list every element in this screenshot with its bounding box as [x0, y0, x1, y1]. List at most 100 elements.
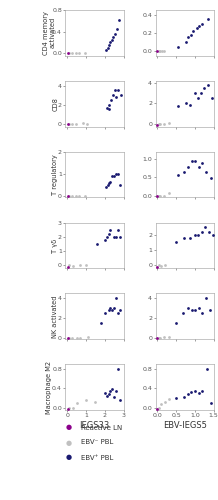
Point	[196, 94, 200, 102]
Point	[107, 41, 110, 49]
Point	[155, 47, 159, 55]
Point	[105, 233, 108, 241]
Point	[201, 387, 204, 395]
Point	[193, 231, 197, 239]
Point	[70, 49, 74, 57]
Point	[108, 106, 111, 114]
Text: ●: ●	[65, 424, 72, 430]
Point	[193, 157, 197, 165]
Y-axis label: NK activated: NK activated	[52, 295, 58, 338]
Point	[111, 91, 115, 99]
Point	[103, 310, 107, 318]
Y-axis label: T γδ: T γδ	[52, 238, 58, 252]
Point	[183, 168, 186, 176]
Point	[160, 47, 164, 55]
Point	[206, 81, 210, 89]
Point	[99, 319, 103, 327]
Point	[114, 170, 118, 178]
Point	[208, 306, 212, 314]
Point	[79, 334, 82, 342]
Point	[174, 238, 178, 246]
Point	[106, 44, 109, 52]
Point	[114, 93, 118, 101]
Point	[206, 15, 210, 23]
Point	[105, 104, 108, 112]
Point	[193, 89, 197, 97]
Point	[207, 228, 211, 235]
Point	[167, 188, 170, 196]
Point	[70, 192, 74, 200]
Point	[205, 365, 209, 373]
Point	[109, 304, 112, 312]
Point	[95, 240, 99, 248]
Point	[79, 262, 82, 270]
Point	[159, 334, 162, 342]
Point	[158, 120, 161, 128]
Point	[118, 306, 121, 314]
X-axis label: EBV-IEGS5: EBV-IEGS5	[163, 421, 206, 430]
Point	[74, 49, 77, 57]
Text: ●: ●	[65, 454, 72, 460]
Point	[118, 233, 121, 241]
Point	[82, 119, 85, 127]
Point	[167, 333, 170, 341]
Point	[109, 387, 112, 395]
Point	[184, 99, 187, 107]
Point	[186, 304, 190, 312]
Point	[200, 228, 203, 235]
Point	[182, 234, 185, 242]
Point	[158, 47, 161, 55]
Point	[114, 233, 118, 241]
Text: ●: ●	[65, 440, 72, 446]
Point	[67, 404, 70, 412]
Point	[111, 33, 115, 41]
Point	[83, 49, 87, 57]
Point	[67, 120, 70, 128]
Point	[158, 404, 161, 411]
Point	[203, 84, 206, 92]
Point	[67, 192, 70, 200]
Point	[197, 389, 200, 397]
Point	[107, 390, 110, 398]
Point	[195, 24, 199, 32]
Point	[67, 262, 70, 270]
Point	[155, 263, 159, 271]
Point	[163, 398, 167, 406]
Point	[75, 399, 78, 407]
Point	[193, 306, 197, 314]
Point	[197, 22, 200, 30]
Point	[190, 157, 194, 165]
Point	[158, 261, 161, 269]
Point	[201, 160, 204, 168]
Point	[196, 231, 200, 239]
Point	[118, 396, 121, 404]
Point	[211, 231, 215, 239]
Point	[66, 334, 69, 342]
Point	[107, 306, 110, 314]
Point	[176, 42, 180, 50]
Point	[162, 47, 166, 55]
Point	[106, 181, 109, 189]
Point	[209, 174, 212, 182]
Point	[107, 230, 110, 238]
Point	[66, 49, 69, 57]
Point	[66, 192, 69, 200]
Point	[174, 319, 178, 327]
Point	[163, 261, 167, 269]
Point	[190, 306, 194, 314]
Point	[71, 404, 75, 411]
Point	[162, 192, 166, 200]
Point	[189, 234, 192, 242]
Point	[204, 294, 208, 302]
Point	[209, 399, 212, 407]
Point	[112, 393, 116, 401]
Y-axis label: Macrophage M2: Macrophage M2	[46, 360, 52, 414]
Point	[204, 223, 207, 231]
Point	[116, 310, 120, 318]
Point	[191, 27, 195, 35]
Text: EBV⁻ PBL: EBV⁻ PBL	[81, 440, 113, 446]
Point	[83, 192, 87, 200]
Point	[158, 334, 161, 342]
Point	[116, 170, 120, 178]
Point	[199, 89, 202, 97]
